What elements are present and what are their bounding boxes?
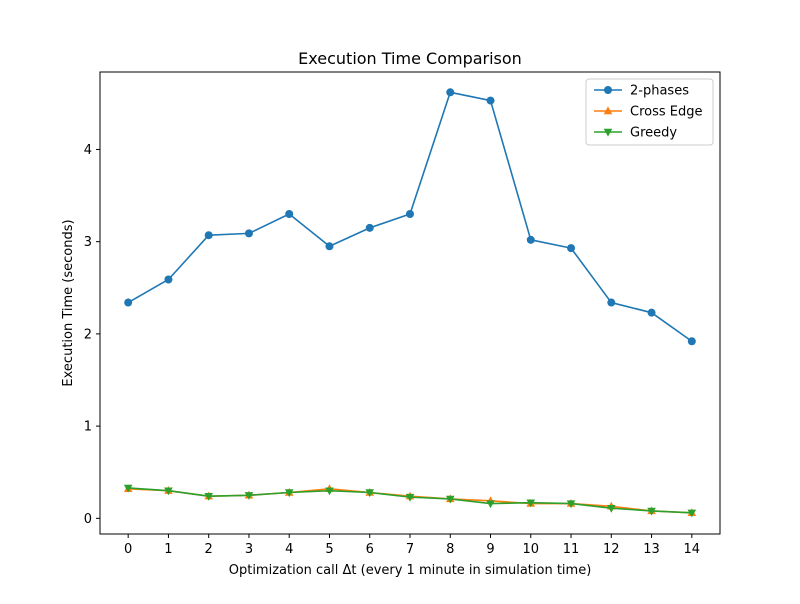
data-point-series-1 [124, 298, 133, 307]
x-tick-label: 7 [406, 542, 414, 557]
legend: 2-phases Cross Edge Greedy [585, 78, 714, 146]
data-point-series-1 [244, 229, 253, 238]
data-point-series-3 [405, 493, 415, 502]
x-tick-label: 6 [366, 542, 374, 557]
data-point-series-3 [526, 499, 536, 508]
x-tick-label: 8 [446, 542, 454, 557]
data-point-series-3 [284, 489, 294, 498]
x-tick-label: 2 [205, 542, 213, 557]
data-point-series-1 [365, 223, 374, 232]
x-tick-label: 14 [684, 542, 701, 557]
data-point-series-1 [406, 210, 414, 219]
data-point-series-3 [687, 509, 697, 518]
x-tick-label: 12 [603, 542, 620, 557]
x-tick-label: 4 [285, 542, 293, 557]
data-point-series-3 [204, 492, 214, 501]
x-tick-label: 11 [563, 542, 580, 557]
data-point-series-1 [526, 235, 535, 244]
data-point-series-3 [566, 500, 576, 509]
data-point-series-1 [164, 275, 173, 284]
data-point-series-3 [606, 504, 616, 513]
x-tick-label: 9 [486, 542, 494, 557]
x-tick-label: 10 [523, 542, 540, 557]
legend-marker-2 [603, 106, 613, 115]
axes-frame [99, 71, 721, 535]
y-tick-label: 4 [84, 143, 92, 158]
legend-marker-1 [604, 86, 612, 94]
x-tick-label: 5 [325, 542, 333, 557]
y-tick-label: 2 [84, 327, 92, 342]
data-point-series-3 [486, 500, 495, 509]
data-point-series-3 [647, 507, 656, 516]
data-point-series-1 [607, 298, 616, 307]
y-tick-label: 3 [84, 235, 92, 250]
y-tick-label: 0 [84, 512, 92, 527]
legend-label-1: 2-phases [630, 84, 689, 99]
data-point-series-1 [687, 337, 696, 346]
legend-label-2: Cross Edge [630, 105, 702, 120]
x-tick-label: 1 [164, 542, 172, 557]
data-point-series-3 [244, 492, 254, 500]
x-tick-label: 13 [643, 542, 660, 557]
legend-box [585, 78, 714, 146]
chart-title: Execution Time Comparison [298, 49, 522, 68]
x-tick-label: 0 [124, 542, 132, 557]
x-axis-label: Optimization call Δt (every 1 minute in … [229, 563, 592, 578]
data-point-series-1 [647, 308, 656, 317]
legend-marker-3 [603, 128, 613, 137]
data-point-series-3 [164, 487, 173, 496]
data-point-series-1 [325, 242, 334, 251]
data-point-series-1 [486, 96, 495, 105]
data-point-series-1 [567, 244, 576, 253]
data-point-series-1 [204, 231, 213, 240]
y-tick-label: 1 [84, 420, 92, 435]
data-point-series-3 [365, 489, 375, 498]
data-point-series-1 [285, 210, 294, 219]
y-axis-label: Execution Time (seconds) [61, 219, 76, 386]
data-point-series-1 [446, 88, 455, 97]
data-point-series-3 [445, 495, 455, 504]
legend-label-3: Greedy [630, 126, 677, 141]
data-point-series-3 [123, 484, 133, 493]
x-tick-label: 3 [245, 542, 253, 557]
data-point-series-3 [325, 487, 334, 496]
